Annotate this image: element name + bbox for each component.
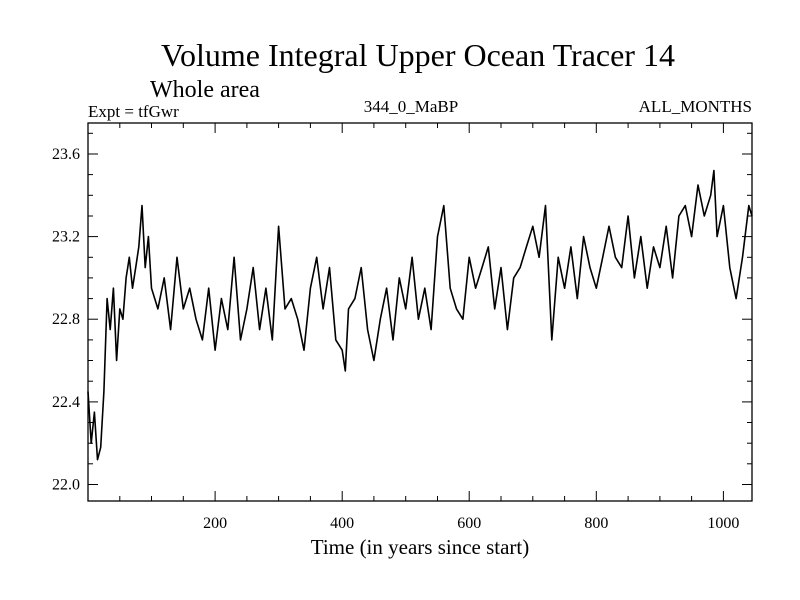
series-layer <box>87 169 753 461</box>
x-axis-ticks: 200 400 600 800 1000 <box>119 123 739 532</box>
y-tick-label: 22.0 <box>52 476 80 493</box>
x-tick-label: 400 <box>330 515 354 532</box>
y-tick-label: 22.4 <box>52 394 80 411</box>
x-tick-label: 600 <box>457 515 481 532</box>
run-label: 344_0_MaBP <box>364 97 458 116</box>
series-line <box>87 169 753 461</box>
x-tick-label: 800 <box>584 515 608 532</box>
x-axis-label: Time (in years since start) <box>311 535 530 559</box>
y-tick-label: 23.6 <box>52 146 80 163</box>
plot-frame <box>87 122 753 502</box>
y-tick-label: 23.2 <box>52 229 80 246</box>
y-tick-label: 22.8 <box>52 311 80 328</box>
chart-title: Volume Integral Upper Ocean Tracer 14 <box>161 37 675 73</box>
experiment-label: Expt = tfGwr <box>88 102 179 121</box>
x-tick-label: 200 <box>203 515 227 532</box>
months-label: ALL_MONTHS <box>639 97 752 116</box>
chart-subtitle: Whole area <box>150 77 260 103</box>
x-tick-label: 1000 <box>707 515 739 532</box>
y-axis-ticks: 22.0 22.4 22.8 23.2 23.6 <box>52 132 752 493</box>
